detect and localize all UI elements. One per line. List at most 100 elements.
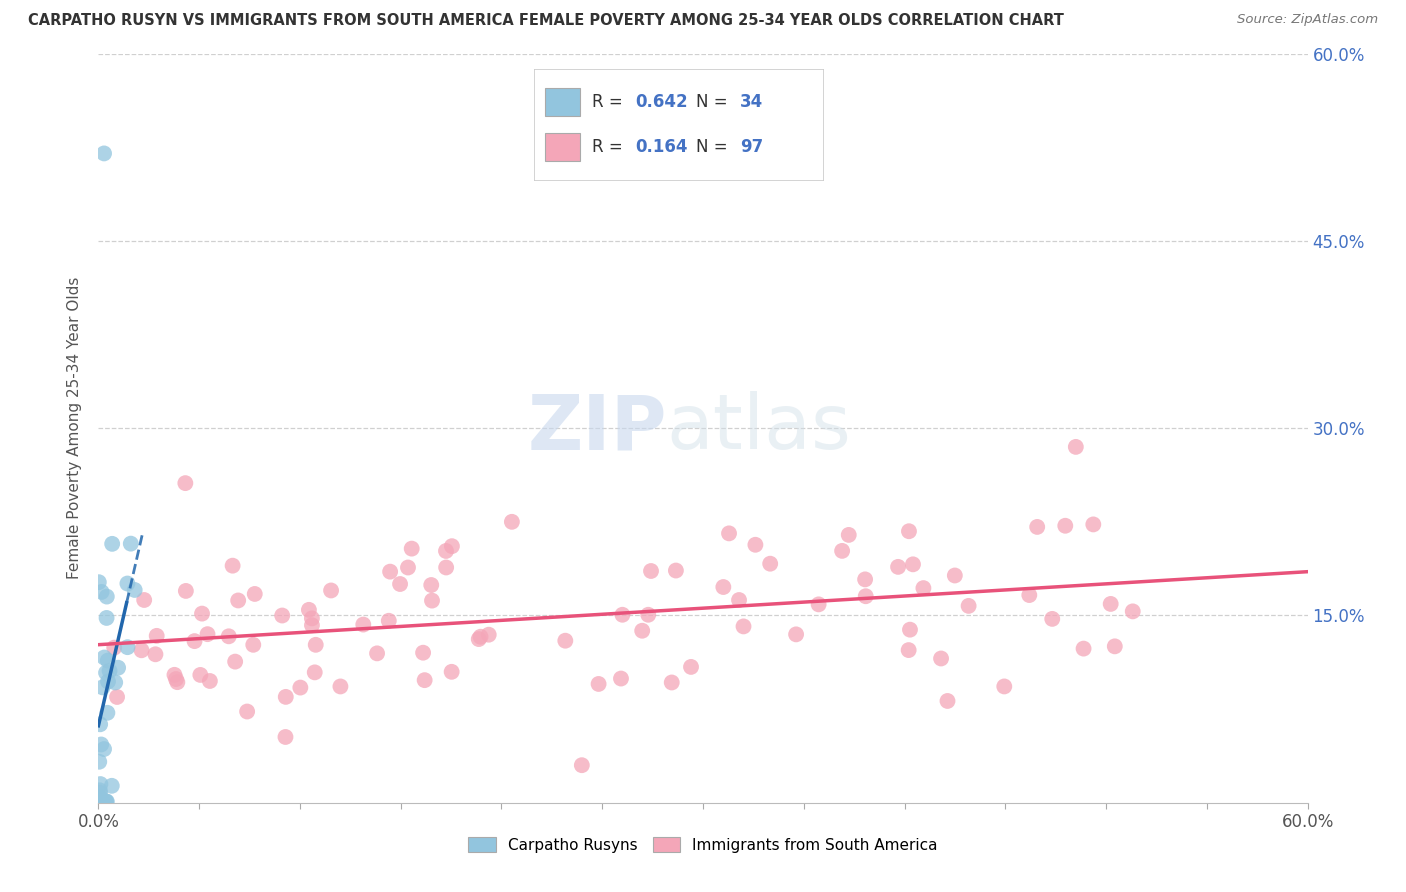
Point: [838, 528, 860, 542]
Point: [89, 783, 111, 797]
Point: [319, 583, 342, 598]
Point: [89, 790, 111, 805]
Point: [91, 795, 114, 809]
Point: [807, 598, 830, 612]
Point: [93, 742, 115, 756]
Point: [191, 607, 214, 621]
Point: [174, 583, 197, 598]
Point: [90, 585, 112, 599]
Point: [637, 607, 659, 622]
Point: [631, 624, 654, 638]
Text: Source: ZipAtlas.com: Source: ZipAtlas.com: [1237, 13, 1378, 27]
Point: [96, 795, 118, 809]
Point: [226, 593, 249, 607]
Point: [929, 651, 952, 665]
Point: [145, 648, 167, 662]
Point: [236, 705, 259, 719]
Point: [661, 675, 683, 690]
Point: [89, 789, 111, 804]
Point: [478, 628, 501, 642]
Point: [413, 673, 436, 688]
Point: [98, 664, 121, 678]
Point: [1040, 612, 1063, 626]
Point: [853, 573, 876, 587]
Legend: Carpatho Rusyns, Immigrants from South America: Carpatho Rusyns, Immigrants from South A…: [463, 830, 943, 859]
Point: [183, 634, 205, 648]
Point: [90, 738, 112, 752]
Point: [612, 607, 634, 622]
Point: [1083, 517, 1105, 532]
Point: [224, 655, 246, 669]
Point: [120, 536, 142, 550]
Point: [901, 558, 924, 572]
Point: [744, 538, 766, 552]
Point: [401, 541, 423, 556]
Point: [131, 643, 153, 657]
Point: [305, 638, 328, 652]
Point: [396, 560, 419, 574]
Point: [243, 587, 266, 601]
Point: [468, 632, 491, 646]
Point: [96, 590, 118, 604]
Point: [89, 717, 111, 731]
Point: [366, 646, 388, 660]
Point: [101, 537, 124, 551]
Point: [711, 580, 734, 594]
Point: [759, 557, 782, 571]
Point: [1099, 597, 1122, 611]
Point: [420, 593, 443, 607]
Point: [378, 565, 401, 579]
Point: [785, 627, 807, 641]
Point: [301, 618, 323, 632]
Point: [96, 706, 118, 720]
Point: [221, 558, 243, 573]
Point: [304, 665, 326, 680]
Point: [588, 677, 610, 691]
Point: [87, 575, 110, 590]
Point: [301, 611, 323, 625]
Point: [107, 661, 129, 675]
Point: [242, 638, 264, 652]
Point: [1026, 520, 1049, 534]
Point: [124, 582, 146, 597]
Point: [96, 795, 118, 809]
Point: [554, 633, 576, 648]
Point: [197, 627, 219, 641]
Point: [105, 690, 128, 704]
Point: [198, 673, 221, 688]
Point: [97, 654, 120, 668]
Point: [94, 665, 117, 680]
Text: ZIP: ZIP: [527, 392, 666, 465]
Point: [93, 146, 115, 161]
Point: [897, 643, 920, 657]
Point: [412, 646, 434, 660]
Point: [679, 660, 702, 674]
Point: [936, 694, 959, 708]
Point: [174, 476, 197, 491]
Point: [665, 564, 688, 578]
Y-axis label: Female Poverty Among 25-34 Year Olds: Female Poverty Among 25-34 Year Olds: [67, 277, 83, 579]
Point: [728, 593, 751, 607]
Text: CARPATHO RUSYN VS IMMIGRANTS FROM SOUTH AMERICA FEMALE POVERTY AMONG 25-34 YEAR : CARPATHO RUSYN VS IMMIGRANTS FROM SOUTH …: [28, 13, 1064, 29]
Point: [440, 665, 463, 679]
Point: [166, 675, 188, 690]
Point: [993, 680, 1015, 694]
Point: [1064, 440, 1087, 454]
Point: [103, 640, 125, 655]
Point: [165, 672, 187, 686]
Point: [440, 539, 463, 553]
Point: [96, 611, 118, 625]
Point: [329, 680, 352, 694]
Point: [89, 777, 111, 791]
Point: [640, 564, 662, 578]
Point: [352, 617, 374, 632]
Point: [501, 515, 523, 529]
Point: [134, 593, 156, 607]
Point: [912, 581, 935, 595]
Point: [943, 568, 966, 582]
Point: [274, 730, 297, 744]
Text: atlas: atlas: [666, 392, 852, 465]
Point: [93, 650, 115, 665]
Point: [887, 560, 910, 574]
Point: [1104, 640, 1126, 654]
